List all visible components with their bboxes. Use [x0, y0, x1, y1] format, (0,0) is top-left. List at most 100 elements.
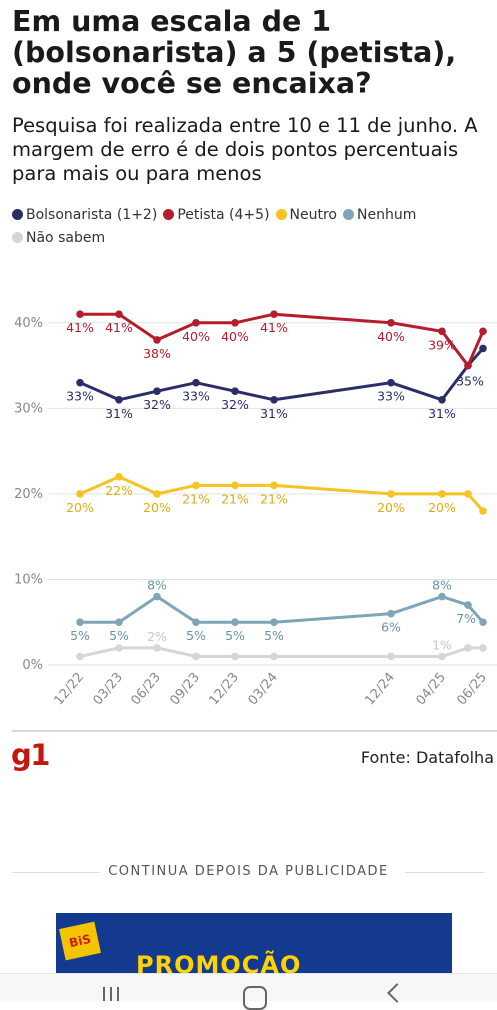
data-point [153, 490, 161, 498]
legend-label: Neutro [289, 207, 337, 223]
data-label: 6% [381, 620, 401, 635]
data-point [464, 361, 472, 370]
ad-brand-badge: BiS [59, 921, 101, 961]
data-point [438, 490, 446, 498]
data-label: 40% [221, 329, 249, 344]
ad-divider-left [12, 872, 100, 873]
legend-item[interactable]: Petista (4+5) [163, 204, 270, 227]
data-point [231, 387, 239, 396]
data-point [438, 395, 446, 404]
x-tick-label: 03/23 [90, 670, 126, 708]
data-point [115, 310, 123, 319]
y-tick-label: 40% [14, 316, 43, 331]
legend-label: Bolsonarista (1+2) [26, 207, 158, 223]
legend-swatch [12, 209, 23, 220]
data-label: 31% [260, 406, 288, 421]
x-tick-label: 03/24 [245, 670, 281, 708]
series-line [80, 312, 485, 368]
data-label: 21% [221, 491, 249, 506]
ad-banner[interactable]: BiS PROMOÇÃO [56, 913, 452, 973]
legend-swatch [275, 209, 287, 220]
legend-swatch [343, 209, 354, 220]
data-point [76, 618, 84, 627]
data-label: 5% [186, 628, 206, 643]
data-label: 20% [377, 500, 405, 515]
y-tick-label: 20% [14, 487, 43, 502]
data-label: 2% [147, 629, 167, 644]
source-credit: Fonte: Datafolha [360, 748, 494, 767]
data-label: 32% [221, 397, 249, 412]
data-point [387, 318, 395, 327]
x-tick-label: 12/24 [362, 670, 398, 708]
x-tick-label: 12/22 [51, 670, 87, 708]
data-point [76, 490, 84, 498]
data-point [153, 644, 161, 652]
data-point [115, 618, 123, 627]
home-icon[interactable] [243, 986, 267, 1010]
data-point [479, 644, 487, 652]
y-tick-label: 30% [14, 401, 43, 416]
x-tick-label: 04/25 [413, 670, 449, 708]
data-point [464, 644, 472, 652]
x-tick-label: 06/25 [454, 670, 490, 708]
data-label: 5% [225, 628, 245, 643]
y-tick-label: 10% [14, 572, 43, 587]
series-line [80, 595, 485, 624]
data-point [115, 644, 123, 652]
data-point [76, 652, 84, 661]
data-point [387, 652, 395, 661]
data-label: 8% [147, 578, 167, 593]
data-label: 35% [456, 374, 484, 389]
data-label: 38% [143, 346, 171, 361]
data-label: 5% [264, 628, 284, 643]
data-point [438, 592, 446, 601]
data-label: 40% [377, 329, 405, 344]
data-point [192, 618, 200, 627]
data-point [231, 481, 239, 490]
legend-item[interactable]: Não sabem [12, 227, 105, 250]
chart-subtitle: Pesquisa foi realizada entre 10 e 11 de … [12, 114, 478, 185]
legend-label: Nenhum [357, 207, 417, 223]
data-point [231, 652, 239, 661]
chart-title: Em uma escala de 1 (bolsonarista) a 5 (p… [12, 5, 457, 100]
data-point [387, 609, 395, 618]
data-point [270, 481, 278, 490]
ad-divider-right [405, 872, 485, 873]
data-label: 1% [432, 637, 452, 652]
ad-banner-text: PROMOÇÃO [136, 951, 302, 973]
data-point [231, 618, 239, 627]
x-tick-label: 06/23 [128, 670, 164, 708]
g1-logo[interactable]: g1 [11, 738, 50, 772]
data-point [387, 378, 395, 387]
recent-apps-icon[interactable] [103, 986, 125, 1001]
legend-item[interactable]: Nenhum [343, 204, 416, 227]
data-point [438, 327, 446, 336]
legend-item[interactable]: Bolsonarista (1+2) [12, 204, 157, 227]
data-label: 20% [66, 500, 94, 515]
data-point [270, 618, 278, 627]
data-label: 40% [182, 329, 210, 344]
data-point [153, 336, 161, 344]
android-nav-bar [0, 973, 497, 1010]
data-label: 41% [260, 320, 288, 335]
series-line [79, 475, 485, 512]
legend-swatch [163, 209, 175, 220]
data-point [270, 310, 278, 319]
data-point [115, 395, 123, 404]
chart-legend: Bolsonarista (1+2) Petista (4+5) Neutro Nen… [12, 204, 492, 250]
data-point [115, 472, 123, 481]
data-point [270, 652, 278, 661]
data-point [438, 652, 446, 661]
y-tick-label: 0% [22, 658, 43, 673]
series-line [79, 646, 483, 658]
data-label: 41% [66, 320, 94, 335]
data-point [479, 327, 487, 336]
data-label: 39% [428, 337, 456, 352]
data-label: 41% [105, 320, 133, 335]
data-point [479, 507, 487, 515]
data-label: 33% [182, 389, 210, 404]
data-label: 7% [456, 611, 476, 626]
data-label: 8% [432, 578, 452, 593]
legend-item[interactable]: Neutro [275, 204, 337, 227]
data-point [464, 601, 472, 609]
